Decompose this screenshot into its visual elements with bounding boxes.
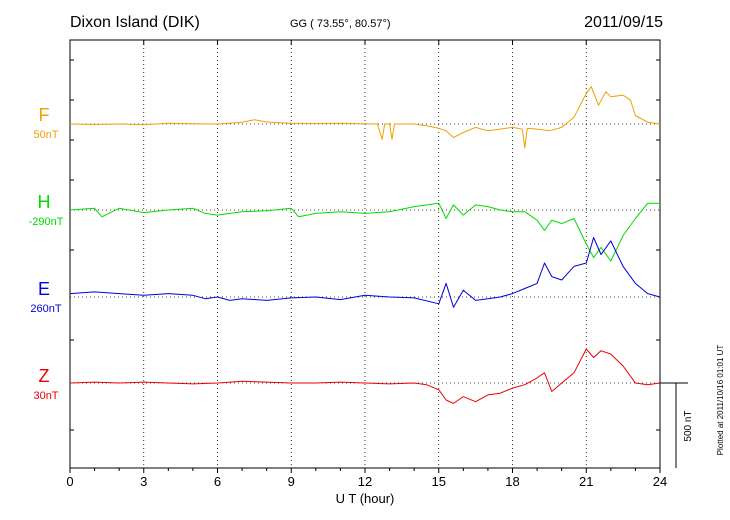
series-baseline-h: -290nT [29,216,64,228]
series-baseline-e: 260nT [30,303,61,315]
series-name-z: Z [39,366,50,386]
series-line-e [69,237,661,308]
series-baseline-z: 30nT [33,390,58,402]
series-group [69,86,661,404]
station-title: Dixon Island (DIK) [70,14,200,31]
x-axis-label: U T (hour) [336,491,395,506]
series-name-f: F [39,105,50,125]
x-tick-label: 21 [579,474,593,489]
x-tick-label: 24 [653,474,667,489]
plotted-note: Plotted at 2011/10/16 01:01 UT [716,345,725,456]
series-name-h: H [38,192,51,212]
x-tick-label: 15 [432,474,446,489]
series-labels: F 50nT H -290nT E 260nT Z 30nT [29,105,64,402]
x-tick-label: 3 [140,474,147,489]
grid-lines [70,40,660,468]
series-line-f [69,86,661,149]
x-tick-label: 12 [358,474,372,489]
x-tick-label: 18 [505,474,519,489]
series-line-z [69,348,661,404]
x-ticks: 0 3 6 9 12 15 18 21 24 [66,40,667,489]
series-name-e: E [38,279,50,299]
series-baseline-f: 50nT [33,129,58,141]
x-tick-label: 6 [214,474,221,489]
chart-date: 2011/09/15 [584,14,663,31]
scale-bar-label: 500 nT [683,410,694,441]
x-tick-label: 0 [66,474,73,489]
x-tick-label: 9 [288,474,295,489]
station-coordinates: GG ( 73.55°, 80.57°) [290,18,391,30]
